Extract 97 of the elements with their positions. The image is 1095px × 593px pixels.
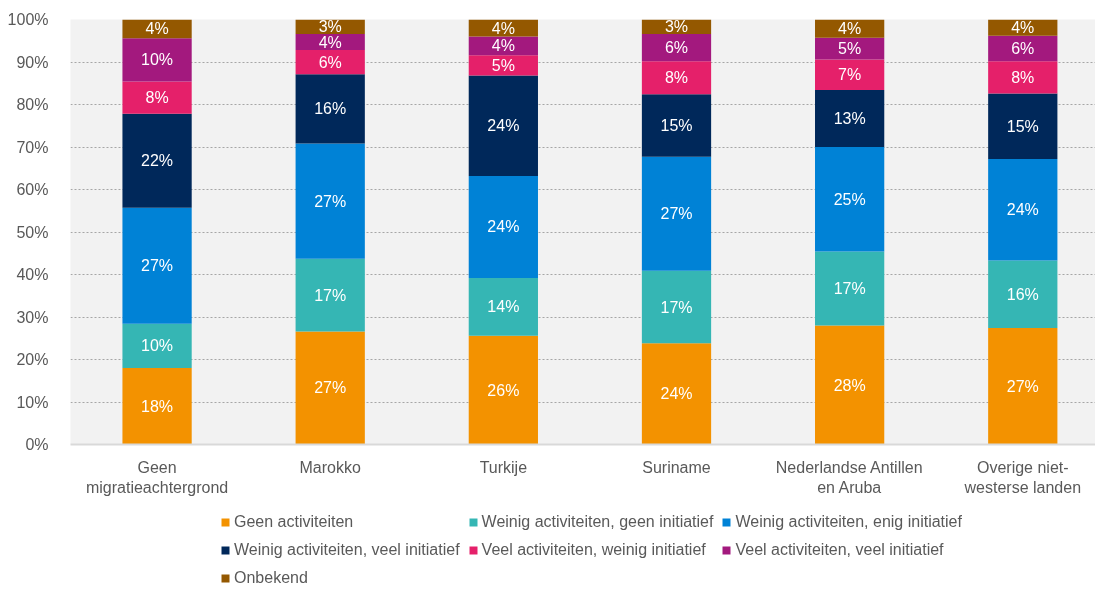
y-tick-label: 50% [16,223,49,241]
y-tick-label: 30% [16,308,49,326]
data-label: 8% [664,69,689,87]
data-label: 10% [141,337,174,355]
bar [468,55,538,76]
data-label: 4% [318,33,342,51]
bar [122,113,192,208]
bar [122,207,192,324]
bar [295,74,365,144]
legend-label: Weinig activiteiten, enig initiatief [735,512,962,532]
bar [641,270,712,344]
y-tick-label: 60% [16,181,49,198]
data-label: 24% [660,385,693,403]
y-tick-label: 40% [16,266,49,283]
bar [815,325,885,445]
y-tick-label: 100% [7,11,49,28]
data-label: 24% [1006,201,1039,219]
data-label: 6% [664,39,689,57]
y-tick-label: 90% [16,53,49,71]
y-tick-label: 0% [25,436,49,453]
bar [122,38,192,82]
data-label: 15% [660,117,693,135]
data-label: 4% [1011,19,1035,37]
x-tick-label: Geen migratieachtergrond [85,458,229,496]
data-label: 8% [145,89,169,107]
bar [468,175,538,278]
y-tick-label: 80% [16,96,49,113]
data-label: 17% [314,286,347,304]
y-tick-label: 20% [16,351,49,368]
bar [641,61,712,95]
bar [122,81,192,114]
data-label: 27% [660,205,693,223]
data-label: 4% [145,20,169,38]
bar [468,335,538,445]
data-label: 7% [838,66,862,84]
y-tick-label: 10% [16,393,49,411]
data-label: 27% [1006,377,1039,395]
bar [815,147,885,252]
data-label: 13% [833,110,866,128]
data-label: 6% [318,53,342,71]
x-tick-label: Nederlandse Antillen en Aruba [775,458,923,496]
legend-label: Veel activiteiten, weinig initiatief [481,540,706,560]
bar [988,328,1058,445]
data-label: 22% [141,152,174,170]
data-label: 24% [487,218,520,236]
bar [641,156,712,271]
bar [815,59,885,91]
x-tick-label: Suriname [642,458,711,476]
bar [295,258,365,332]
data-label: 5% [491,56,515,74]
data-label: 4% [491,37,515,55]
data-label: 4% [838,20,862,38]
data-label: 5% [838,40,862,58]
bar [815,251,885,326]
bar [988,260,1058,329]
legend-label: Weinig activiteiten, geen initiatief [481,512,714,532]
bar [988,158,1058,261]
bar [988,61,1058,94]
x-tick-label: Marokko [299,458,361,476]
bar [988,93,1058,159]
data-label: 16% [1006,285,1039,303]
data-label: 4% [491,19,515,37]
bar [641,94,712,157]
data-label: 28% [833,376,866,394]
bar [468,277,538,336]
data-label: 14% [487,298,520,316]
data-label: 15% [1006,117,1039,135]
legend-label: Weinig activiteiten, veel initiatief [234,540,460,560]
data-label: 17% [833,280,866,298]
bar [122,323,192,368]
data-label: 24% [487,117,520,135]
bar [815,90,885,147]
bar [122,368,192,445]
data-label: 18% [141,397,174,415]
bar [295,143,365,259]
data-label: 6% [1011,39,1035,57]
data-label: 27% [141,257,174,275]
legend-label: Veel activiteiten, veel initiatief [735,540,944,560]
data-label: 10% [141,51,174,69]
data-label: 16% [314,100,347,118]
x-tick-label: Turkije [479,458,528,476]
data-label: 17% [660,298,693,316]
legend-label: Geen activiteiten [234,512,354,532]
data-label: 25% [833,190,866,208]
data-label: 27% [314,379,347,397]
y-tick-label: 70% [16,138,49,156]
data-label: 3% [318,18,342,36]
data-label: 8% [1011,68,1035,86]
bar [468,75,538,176]
data-label: 27% [314,192,347,210]
legend-label: Onbekend [234,568,308,588]
bar [641,343,712,445]
data-label: 3% [664,18,689,36]
x-tick-label: Overige niet-westerse landen [963,458,1082,496]
bar [641,33,712,62]
bar [295,331,365,445]
data-label: 26% [487,381,520,399]
